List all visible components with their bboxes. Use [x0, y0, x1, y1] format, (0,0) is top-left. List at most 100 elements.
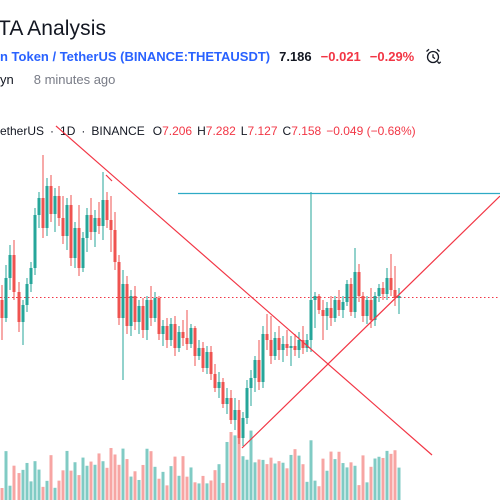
volume-bar [341, 463, 345, 500]
volume-bar [193, 482, 197, 500]
candle-body [49, 186, 53, 214]
candle-body [237, 410, 241, 438]
volume-bar [313, 480, 317, 500]
candle-body [393, 290, 397, 298]
candle-body [313, 296, 317, 300]
candle-body [353, 272, 357, 312]
volume-bar [337, 451, 341, 500]
candle-body [389, 278, 393, 290]
volume-bar [369, 466, 373, 500]
volume-bar [25, 462, 29, 500]
candle-body [141, 306, 145, 330]
volume-bar [8, 485, 12, 500]
descending-trendline [55, 125, 433, 456]
candle-body [8, 255, 12, 278]
symbol-row: n Token / TetherUS (BINANCE:THETAUSDT) 7… [0, 46, 442, 66]
symbol-link[interactable]: n Token / TetherUS (BINANCE:THETAUSDT) [0, 48, 271, 64]
volume-bar [253, 462, 257, 500]
candle-body [169, 324, 173, 340]
candle-body [225, 398, 229, 404]
candle-body [241, 418, 245, 438]
volume-bar [393, 450, 397, 500]
volume-bar [349, 462, 353, 500]
legend-interval: 1D [60, 124, 76, 138]
candle-body [85, 215, 89, 238]
volume-bar [65, 450, 69, 500]
volume-bar [117, 464, 121, 500]
volume-bar [381, 457, 385, 500]
volume-bar [165, 485, 169, 500]
idea-header: TA Analysis n Token / TetherUS (BINANCE:… [0, 0, 500, 120]
candle-body [297, 340, 301, 350]
candle-body [217, 382, 221, 388]
volume-bar [305, 481, 309, 500]
candle-body [109, 220, 113, 230]
volume-bar [81, 457, 85, 500]
volume-bar [109, 448, 113, 500]
volume-bar [61, 470, 65, 500]
volume-bar [181, 456, 185, 500]
candle-body [121, 284, 125, 318]
legend-change: −0.049 (−0.68%) [326, 124, 416, 138]
volume-bar [113, 454, 117, 500]
candle-body [277, 338, 281, 350]
candle-body [0, 300, 4, 318]
volume-bar [137, 479, 141, 500]
chart-legend: etherUS · 1D · BINANCE O 7.206 H 7.282 L… [0, 124, 421, 138]
volume-bar [205, 483, 209, 500]
legend-symbol: etherUS [0, 124, 45, 138]
alarm-clock-icon[interactable] [424, 47, 442, 65]
candle-body [37, 198, 41, 215]
candle-body [137, 306, 141, 322]
candle-body [345, 284, 349, 302]
volume-bar [229, 431, 233, 500]
volume-bar [301, 464, 305, 500]
volume-bar [17, 473, 21, 500]
candle-body [61, 218, 65, 236]
author-name[interactable]: yn [0, 71, 14, 87]
legend-separator: · [50, 124, 55, 138]
candle-body [133, 296, 137, 322]
legend-high: 7.282 [205, 124, 236, 138]
candle-body [197, 348, 201, 356]
volume-bar [329, 451, 333, 500]
legend-close-label: C [282, 124, 292, 138]
candle-body [373, 296, 377, 320]
volume-bar [93, 464, 97, 500]
candle-body [12, 255, 16, 292]
volume-bar [289, 454, 293, 500]
candle-body [213, 374, 217, 388]
volume-bar [297, 455, 301, 500]
candle-body [397, 296, 401, 298]
candle-body [249, 378, 253, 388]
volume-bar [257, 459, 261, 500]
candle-body [53, 196, 57, 214]
volume-bar [281, 462, 285, 500]
author-row: yn 8 minutes ago [0, 70, 115, 88]
candle-body [221, 382, 225, 404]
candle-body [173, 324, 177, 348]
volume-bar [221, 482, 225, 500]
candle-body [361, 296, 365, 316]
volume-bar [53, 487, 57, 500]
candle-body [77, 228, 81, 268]
candle-body [305, 340, 309, 348]
volume-bar [345, 467, 349, 500]
volume-bar [121, 448, 125, 500]
volume-bar [397, 467, 401, 500]
chart-area[interactable]: etherUS · 1D · BINANCE O 7.206 H 7.282 L… [0, 115, 500, 500]
volume-bar [261, 459, 265, 500]
volume-bar [69, 470, 73, 500]
candle-body [245, 388, 249, 418]
volume-bar [201, 475, 205, 500]
legend-open: 7.206 [162, 124, 193, 138]
candle-body [25, 284, 29, 305]
candle-body [73, 228, 77, 258]
last-price: 7.186 [279, 48, 312, 64]
candle-body [337, 300, 341, 310]
volume-bar [353, 465, 357, 500]
volume-bar [149, 451, 153, 500]
candle-body [273, 338, 277, 356]
candle-body [57, 196, 61, 218]
